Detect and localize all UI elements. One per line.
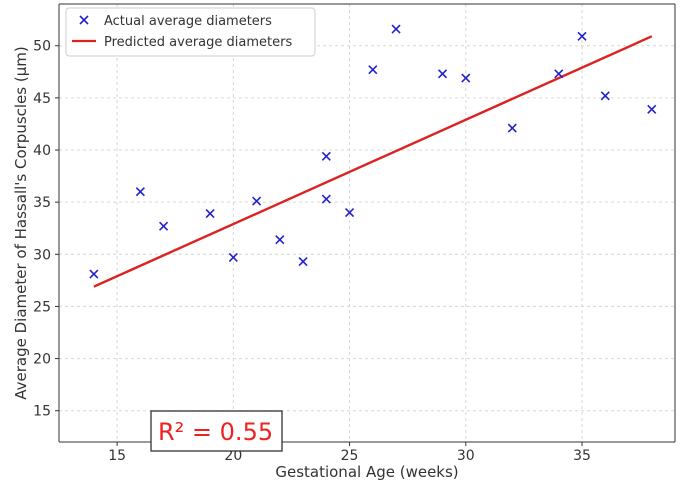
legend: Actual average diameters Predicted avera… bbox=[65, 7, 316, 57]
plot-area bbox=[59, 4, 675, 442]
y-tick-label: 45 bbox=[33, 91, 51, 107]
x-tick-label: 30 bbox=[457, 448, 475, 464]
data-point bbox=[600, 91, 610, 101]
y-tick-label: 25 bbox=[33, 299, 51, 315]
x-axis-label: Gestational Age (weeks) bbox=[275, 463, 458, 481]
legend-label-predicted: Predicted average diameters bbox=[104, 35, 292, 50]
data-point bbox=[647, 104, 657, 114]
data-point bbox=[135, 187, 145, 197]
r-squared-annotation: R² = 0.55 bbox=[150, 410, 283, 452]
r-squared-box bbox=[150, 410, 283, 452]
r-squared-text: R² = 0.55 bbox=[158, 418, 273, 446]
data-point bbox=[507, 123, 517, 133]
data-point bbox=[368, 65, 378, 75]
data-point bbox=[391, 24, 401, 34]
x-tick-label: 15 bbox=[108, 448, 126, 464]
y-axis-ticks: 15 20 25 30 35 40 45 50 bbox=[33, 39, 59, 420]
legend-marker-actual bbox=[79, 15, 89, 25]
legend-box bbox=[65, 7, 316, 57]
y-tick-label: 20 bbox=[33, 352, 51, 368]
data-point bbox=[298, 257, 308, 267]
data-point bbox=[345, 208, 355, 218]
data-point bbox=[205, 209, 215, 219]
data-point bbox=[461, 73, 471, 83]
data-point bbox=[577, 31, 587, 41]
markers-layer bbox=[89, 24, 657, 279]
data-point bbox=[228, 252, 238, 262]
regression-line bbox=[93, 35, 653, 288]
x-axis-ticks: 15 20 25 30 35 bbox=[108, 442, 591, 464]
x-tick-label: 20 bbox=[224, 448, 242, 464]
data-point bbox=[89, 269, 99, 279]
y-tick-label: 30 bbox=[33, 247, 51, 263]
fit-line-layer bbox=[93, 35, 653, 288]
data-point bbox=[437, 69, 448, 79]
data-point bbox=[321, 151, 331, 161]
x-tick-label: 25 bbox=[341, 448, 359, 464]
data-point bbox=[275, 235, 285, 245]
y-tick-label: 15 bbox=[33, 404, 51, 420]
data-point bbox=[554, 69, 564, 79]
x-tick-label: 35 bbox=[573, 448, 591, 464]
data-point bbox=[321, 194, 331, 204]
y-tick-label: 50 bbox=[33, 39, 51, 55]
data-point bbox=[159, 221, 169, 231]
data-point bbox=[252, 196, 262, 206]
y-tick-label: 40 bbox=[33, 143, 51, 159]
y-tick-label: 35 bbox=[33, 195, 51, 211]
y-axis-label: Average Diameter of Hassall's Corpuscles… bbox=[12, 46, 30, 399]
legend-label-actual: Actual average diameters bbox=[104, 14, 272, 29]
